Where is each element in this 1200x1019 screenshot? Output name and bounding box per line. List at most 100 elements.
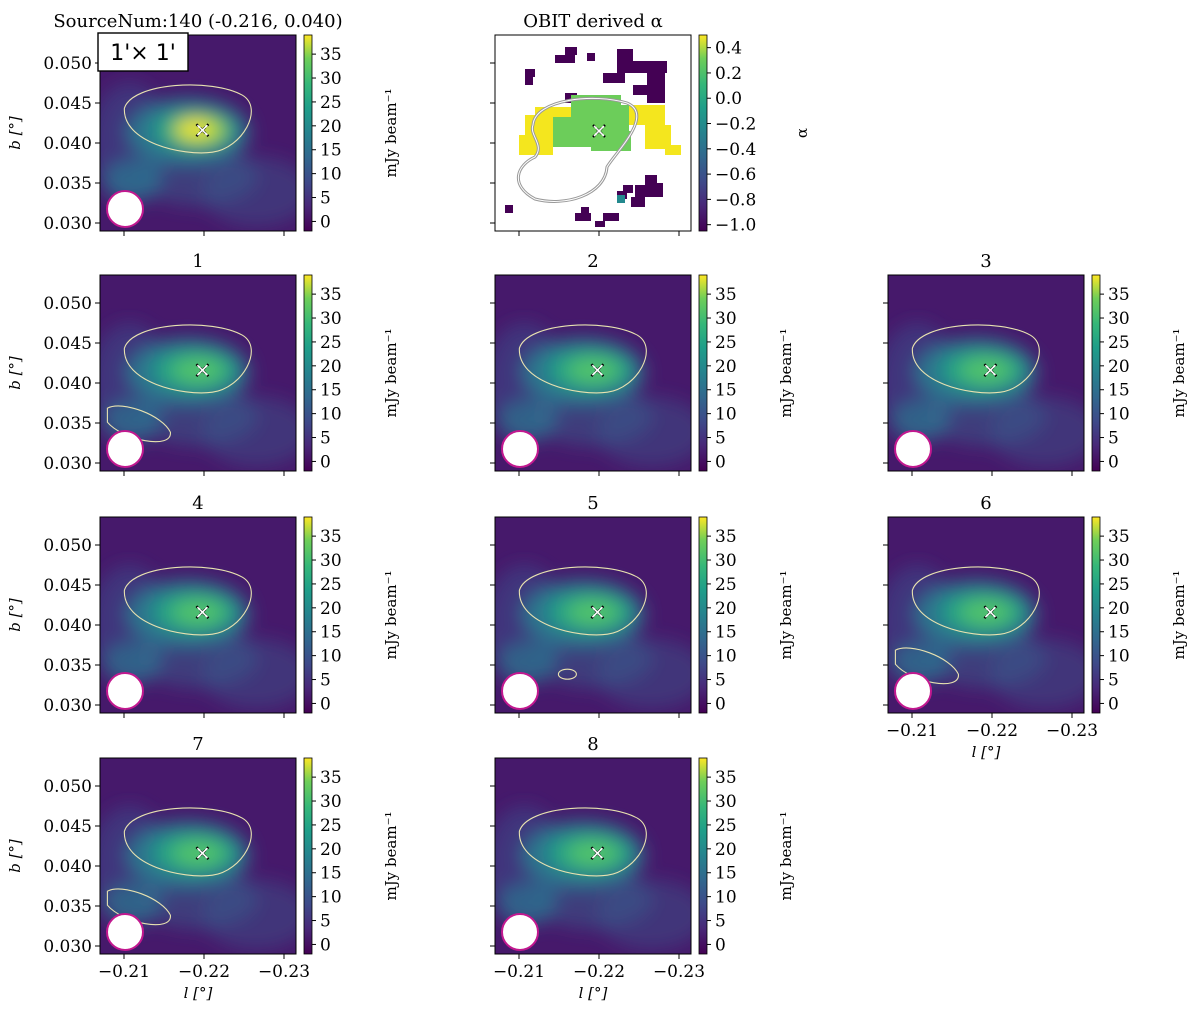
panel-title: 5 xyxy=(587,493,598,514)
colorbar-tick-label: 0 xyxy=(715,694,726,714)
x-tick-label: −0.22 xyxy=(178,962,230,982)
y-tick-label: 0.030 xyxy=(43,454,92,474)
colorbar-tick-label: 0.4 xyxy=(715,39,742,59)
heatmap-emission xyxy=(888,322,1084,467)
alpha-pixel xyxy=(603,73,625,83)
colorbar-tick-label: 0 xyxy=(320,452,331,472)
scale-box-frame xyxy=(97,32,189,72)
colorbar-tick-label: 5 xyxy=(715,671,726,691)
beam-ellipse xyxy=(501,913,539,951)
colorbar-gradient xyxy=(303,757,313,955)
colorbar-tick-label: −0.6 xyxy=(715,165,756,185)
colorbar-ch1: 35 30 25 20 15 10 5 0 mJy beam⁻¹ xyxy=(303,274,400,472)
y-axis-label: b [°] xyxy=(6,839,24,873)
colorbar-tick-label: 30 xyxy=(715,551,737,571)
colorbar-tick-label: 25 xyxy=(320,333,342,353)
colorbar-tick-label: 15 xyxy=(1108,381,1130,401)
y-tick-label: 0.035 xyxy=(43,414,92,434)
colorbar-gradient xyxy=(303,516,313,714)
alpha-pixel xyxy=(633,85,653,95)
colorbar-tick-label: 35 xyxy=(715,768,737,788)
y-tick-label: 0.040 xyxy=(43,857,92,877)
colorbar-ch6: 35 30 25 20 15 10 5 0 mJy beam⁻¹ xyxy=(1091,516,1188,714)
emission-contour xyxy=(123,84,252,154)
y-tick-label: 0.040 xyxy=(43,616,92,636)
colorbar-gradient xyxy=(698,34,708,232)
colorbar-tick-label: 30 xyxy=(320,551,342,571)
colorbar-tick-label: 15 xyxy=(1108,623,1130,643)
panel-frame xyxy=(887,516,1085,714)
alpha-pixel xyxy=(645,175,657,185)
panel-title: 4 xyxy=(192,493,203,514)
colorbar-tick-label: 30 xyxy=(320,309,342,329)
colorbar-ch8: 35 30 25 20 15 10 5 0 mJy beam⁻¹ xyxy=(698,757,795,955)
alpha-pixel xyxy=(595,221,605,227)
heatmap-emission xyxy=(100,322,296,467)
panel-title: 2 xyxy=(587,251,598,272)
colorbar-tick-label: 25 xyxy=(320,816,342,836)
heatmap-panel-ch3 xyxy=(887,274,1085,472)
y-tick-label: 0.030 xyxy=(43,696,92,716)
colorbar-tick-label: 0 xyxy=(320,935,331,955)
scale-box: 1'× 1' xyxy=(97,32,189,72)
colorbar-gradient xyxy=(1091,274,1101,472)
colorbar-tick-label: −1.0 xyxy=(715,216,756,236)
colorbar-tick-label: 35 xyxy=(320,45,342,65)
alpha-pixel xyxy=(631,197,645,207)
colorbar-tick-label: 0 xyxy=(1108,694,1119,714)
colorbar-tick-label: 20 xyxy=(1108,357,1130,377)
colorbar-tick-label: 15 xyxy=(320,623,342,643)
colorbar-tick-label: 5 xyxy=(1108,671,1119,691)
colorbar-tick-label: 30 xyxy=(320,792,342,812)
colorbar-tick-label: 25 xyxy=(1108,575,1130,595)
axes-ch2: 2 xyxy=(490,251,680,476)
heatmap-emission xyxy=(100,805,296,950)
colorbar-label: mJy beam⁻¹ xyxy=(382,328,400,417)
colorbar-tick-label: 15 xyxy=(715,381,737,401)
alpha-pixel xyxy=(525,69,535,77)
colorbar-tick-label: 25 xyxy=(715,575,737,595)
heatmap-emission xyxy=(888,564,1084,709)
colorbar-tick-label: 30 xyxy=(715,792,737,812)
colorbar-tick-label: 0 xyxy=(715,935,726,955)
colorbar-ch7: 35 30 25 20 15 10 5 0 mJy beam⁻¹ xyxy=(303,757,400,955)
colorbar-tick-label: 5 xyxy=(320,671,331,691)
x-tick-label: −0.21 xyxy=(493,962,545,982)
colorbar-label: mJy beam⁻¹ xyxy=(1170,570,1188,659)
alpha-panel xyxy=(494,34,692,232)
colorbar-tick-label: 10 xyxy=(320,647,342,667)
heatmap-panel-ch7 xyxy=(99,757,297,955)
colorbar-gradient xyxy=(698,274,708,472)
colorbar-label: mJy beam⁻¹ xyxy=(382,88,400,177)
panel-frame xyxy=(494,274,692,472)
y-tick-label: 0.045 xyxy=(43,817,92,837)
colorbar-tick-label: 0.0 xyxy=(715,89,742,109)
colorbar-tick-label: 35 xyxy=(715,285,737,305)
colorbar-tick-label: 0 xyxy=(715,452,726,472)
y-tick-label: 0.030 xyxy=(43,937,92,957)
alpha-pixel xyxy=(617,195,625,203)
x-tick-label: −0.22 xyxy=(573,962,625,982)
colorbar-tick-label: 10 xyxy=(320,165,342,185)
alpha-pixel xyxy=(555,55,575,63)
y-tick-label: 0.040 xyxy=(43,374,92,394)
colorbar-tick-label: 5 xyxy=(320,189,331,209)
x-axis-label: l [°] xyxy=(184,984,213,1002)
beam-ellipse xyxy=(501,430,539,468)
axes-ch7: 0.050 0.045 0.040 0.035 0.030 −0.21 −0.22 −0.23… xyxy=(6,734,310,1002)
heatmap-panel-ch5 xyxy=(494,516,692,714)
y-tick-label: 0.050 xyxy=(43,777,92,797)
y-tick-label: 0.045 xyxy=(43,94,92,114)
colorbar-tick-label: 35 xyxy=(320,768,342,788)
beam-ellipse xyxy=(106,190,144,228)
colorbar-tick-label: 35 xyxy=(320,527,342,547)
colorbar-tick-label: 35 xyxy=(1108,285,1130,305)
alpha-pixel xyxy=(505,205,513,213)
colorbar-tick-label: −0.8 xyxy=(715,190,756,210)
alpha-pixel xyxy=(655,183,663,197)
colorbar-label: mJy beam⁻¹ xyxy=(382,570,400,659)
colorbar-label: mJy beam⁻¹ xyxy=(382,811,400,900)
colorbar-tick-label: 10 xyxy=(1108,647,1130,667)
x-tick-label: −0.22 xyxy=(966,721,1018,741)
colorbar-label: mJy beam⁻¹ xyxy=(777,570,795,659)
